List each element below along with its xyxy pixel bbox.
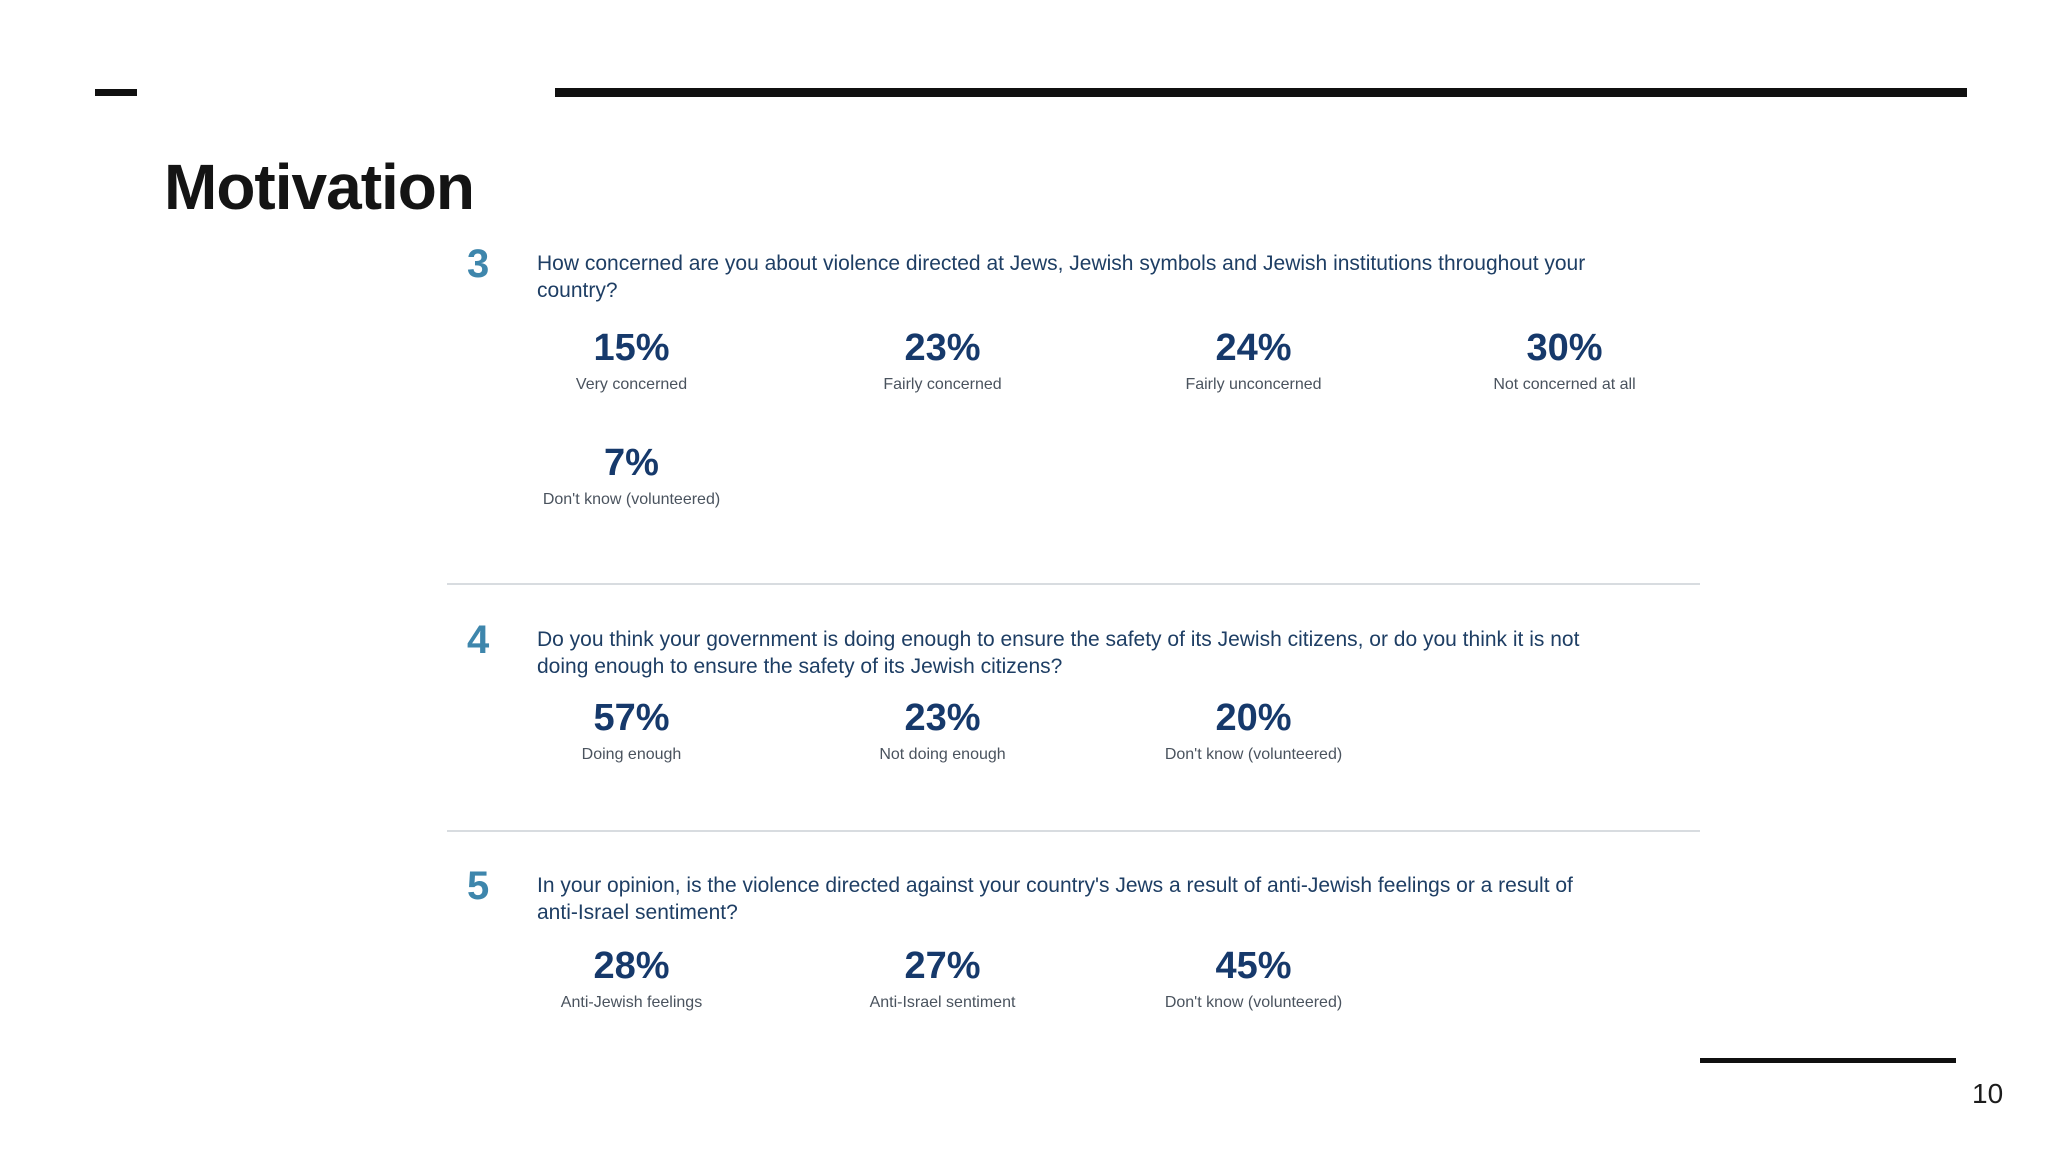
stat-value: 28% — [593, 945, 670, 987]
stat-doing-enough: 57% Doing enough — [476, 698, 787, 764]
stat-label: Anti-Jewish feelings — [560, 994, 703, 1011]
stat-dont-know: 20% Don't know (volunteered) — [1098, 698, 1409, 764]
stat-label: Not doing enough — [879, 746, 1006, 763]
question-5-text: In your opinion, is the violence directe… — [537, 872, 1573, 926]
top-rule — [555, 88, 1967, 97]
stat-label: Doing enough — [581, 746, 682, 763]
stat-label: Very concerned — [575, 376, 688, 393]
question-3-text-line-1: How concerned are you about violence dir… — [537, 252, 1586, 275]
question-3-stats-row-2: 7% Don't know (volunteered) — [476, 443, 787, 509]
question-5-text-line-1: In your opinion, is the violence directe… — [537, 874, 1573, 897]
bottom-right-rule — [1700, 1058, 1956, 1063]
question-5-number: 5 — [467, 864, 490, 908]
stat-not-doing-enough: 23% Not doing enough — [787, 698, 1098, 764]
stat-fairly-concerned: 23% Fairly concerned — [787, 328, 1098, 394]
slide-title: Motivation — [164, 151, 475, 223]
stat-value: 30% — [1526, 327, 1603, 369]
stat-anti-jewish: 28% Anti-Jewish feelings — [476, 946, 787, 1012]
divider-1 — [447, 583, 1700, 585]
stat-value: 27% — [904, 945, 981, 987]
question-3-text: How concerned are you about violence dir… — [537, 250, 1585, 304]
stat-value: 20% — [1215, 697, 1292, 739]
question-3-text-line-2: country? — [537, 279, 618, 302]
stat-anti-israel: 27% Anti-Israel sentiment — [787, 946, 1098, 1012]
stat-dont-know: 7% Don't know (volunteered) — [476, 443, 787, 509]
stat-label: Don't know (volunteered) — [1164, 994, 1343, 1011]
question-3-stats-row: 15% Very concerned 23% Fairly concerned … — [476, 328, 1720, 394]
stat-value: 23% — [904, 697, 981, 739]
question-4-number: 4 — [467, 618, 490, 662]
question-4-text: Do you think your government is doing en… — [537, 626, 1579, 680]
stat-label: Don't know (volunteered) — [1164, 746, 1343, 763]
stat-label: Not concerned at all — [1493, 376, 1636, 393]
question-4-text-line-2: doing enough to ensure the safety of its… — [537, 655, 1063, 678]
stat-value: 57% — [593, 697, 670, 739]
question-4-stats-row: 57% Doing enough 23% Not doing enough 20… — [476, 698, 1409, 764]
stat-not-concerned: 30% Not concerned at all — [1409, 328, 1720, 394]
question-4-text-line-1: Do you think your government is doing en… — [537, 628, 1580, 651]
question-5-text-line-2: anti-Israel sentiment? — [537, 901, 738, 924]
stat-dont-know: 45% Don't know (volunteered) — [1098, 946, 1409, 1012]
stat-label: Fairly unconcerned — [1185, 376, 1322, 393]
stat-value: 23% — [904, 327, 981, 369]
divider-2 — [447, 830, 1700, 832]
stat-value: 7% — [604, 442, 659, 484]
stat-value: 45% — [1215, 945, 1292, 987]
stat-value: 15% — [593, 327, 670, 369]
stat-label: Anti-Israel sentiment — [869, 994, 1016, 1011]
stat-very-concerned: 15% Very concerned — [476, 328, 787, 394]
stat-fairly-unconcerned: 24% Fairly unconcerned — [1098, 328, 1409, 394]
stat-value: 24% — [1215, 327, 1292, 369]
top-left-dash — [95, 89, 137, 96]
stat-label: Fairly concerned — [883, 376, 1002, 393]
stat-label: Don't know (volunteered) — [542, 491, 721, 508]
question-3-number: 3 — [467, 242, 490, 286]
page-number: 10 — [1972, 1078, 2004, 1109]
question-5-stats-row: 28% Anti-Jewish feelings 27% Anti-Israel… — [476, 946, 1409, 1012]
